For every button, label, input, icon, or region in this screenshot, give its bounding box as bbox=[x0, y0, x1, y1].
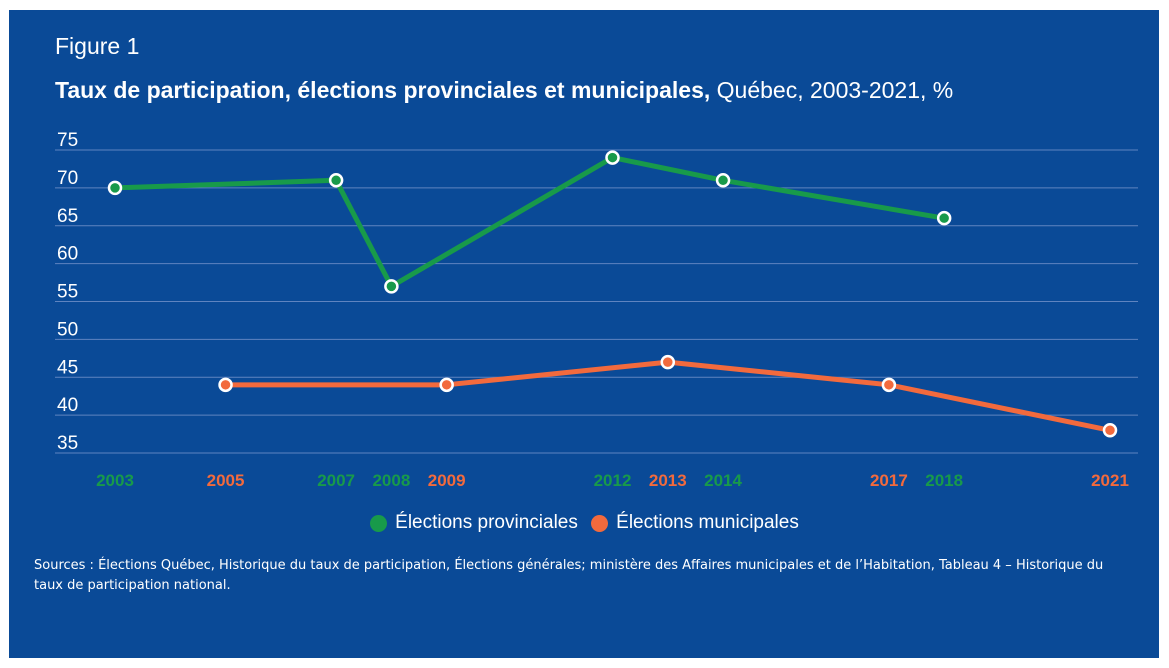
x-tick-label-2003: 2003 bbox=[96, 471, 134, 490]
data-point-0-2012 bbox=[605, 150, 620, 165]
data-point-1-2009 bbox=[439, 377, 454, 393]
legend-swatch-municipales bbox=[591, 514, 609, 532]
data-point-1-2017 bbox=[881, 377, 897, 393]
chart-title-rest: Québec, 2003-2021, % bbox=[710, 77, 954, 103]
x-tick-label-2009: 2009 bbox=[428, 471, 466, 490]
y-tick-label-70: 70 bbox=[57, 168, 78, 189]
sources-note: Sources : Élections Québec, Historique d… bbox=[34, 558, 1104, 593]
y-tick-label-75: 75 bbox=[57, 130, 78, 151]
x-tick-label-2013: 2013 bbox=[649, 471, 687, 490]
chart-title: Taux de participation, élections provinc… bbox=[55, 77, 953, 104]
legend: Élections provinciales Élections municip… bbox=[0, 512, 1169, 538]
x-tick-label-2008: 2008 bbox=[372, 471, 410, 490]
y-tick-label-50: 50 bbox=[57, 319, 78, 340]
figure-label: Figure 1 bbox=[55, 33, 140, 59]
data-point-0-2008 bbox=[384, 279, 399, 294]
series-line-1 bbox=[223, 359, 1113, 433]
y-tick-label-45: 45 bbox=[57, 357, 78, 378]
chart-panel bbox=[9, 10, 1159, 658]
data-point-1-2021 bbox=[1102, 423, 1118, 438]
data-point-1-2005 bbox=[218, 377, 233, 393]
data-point-0-2003 bbox=[107, 180, 123, 196]
x-tick-label-2018: 2018 bbox=[925, 471, 963, 490]
data-point-0-2007 bbox=[328, 173, 344, 188]
y-tick-label-40: 40 bbox=[57, 395, 78, 416]
series-line-0 bbox=[112, 155, 947, 289]
y-tick-label-60: 60 bbox=[57, 244, 78, 265]
legend-label-municipales: Élections municipales bbox=[616, 512, 799, 533]
legend-item-provinciales: Élections provinciales bbox=[370, 512, 578, 534]
y-tick-label-65: 65 bbox=[57, 206, 78, 227]
x-tick-label-2014: 2014 bbox=[704, 471, 742, 490]
chart-title-bold: Taux de participation, élections provinc… bbox=[55, 77, 711, 103]
data-point-0-2014 bbox=[715, 173, 731, 188]
legend-swatch-provinciales bbox=[370, 514, 388, 532]
x-tick-label-2021: 2021 bbox=[1091, 471, 1129, 490]
legend-label-provinciales: Élections provinciales bbox=[395, 512, 578, 533]
y-tick-label-35: 35 bbox=[57, 433, 78, 454]
legend-item-municipales: Élections municipales bbox=[591, 512, 799, 534]
x-tick-label-2017: 2017 bbox=[870, 471, 908, 490]
x-tick-label-2007: 2007 bbox=[317, 471, 355, 490]
data-point-1-2013 bbox=[660, 354, 676, 370]
data-point-0-2018 bbox=[936, 210, 952, 226]
x-tick-label-2012: 2012 bbox=[594, 471, 632, 490]
y-tick-label-55: 55 bbox=[57, 282, 78, 303]
x-tick-label-2005: 2005 bbox=[207, 471, 245, 490]
